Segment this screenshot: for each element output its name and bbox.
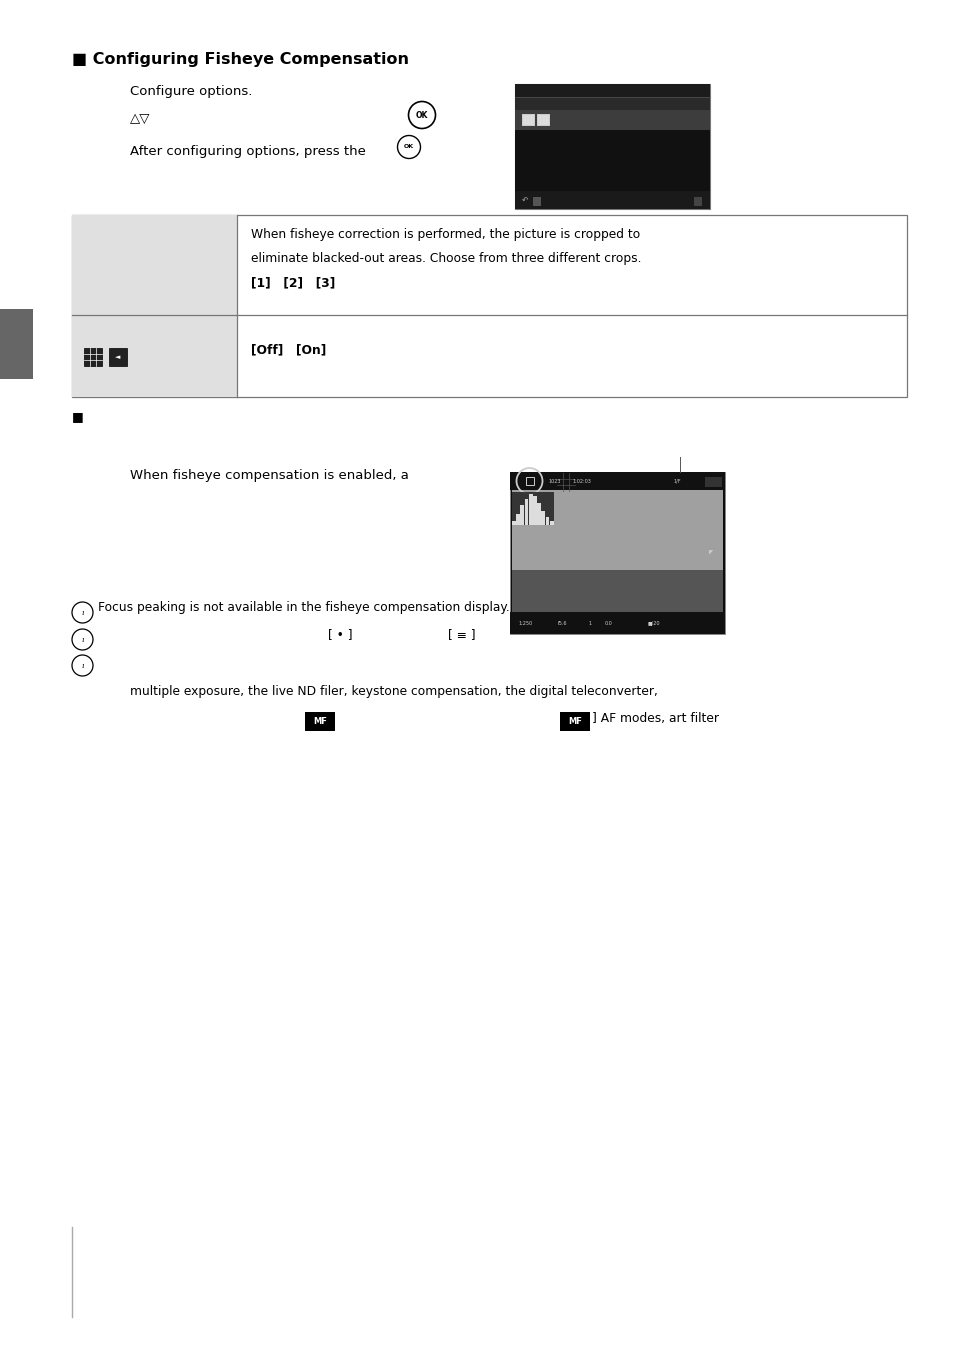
- Bar: [515, 84, 709, 96]
- Bar: [533, 197, 540, 205]
- Text: Focus peaking is not available in the fisheye compensation display.: Focus peaking is not available in the fi…: [98, 601, 509, 613]
- Bar: [545, 517, 549, 525]
- Bar: [516, 514, 519, 525]
- Bar: [559, 712, 589, 730]
- Bar: [537, 114, 550, 126]
- Text: ■/20: ■/20: [647, 620, 659, 626]
- Bar: [524, 498, 528, 525]
- Text: 1023: 1023: [547, 479, 560, 483]
- Bar: [109, 347, 127, 366]
- Bar: [515, 110, 709, 130]
- Bar: [515, 96, 709, 110]
- Bar: [693, 197, 701, 205]
- Text: 1:250: 1:250: [517, 620, 532, 626]
- Bar: [510, 472, 724, 490]
- Text: Configure options.: Configure options.: [130, 85, 253, 98]
- Text: ı: ı: [81, 661, 84, 669]
- Bar: [528, 494, 532, 525]
- Bar: [537, 503, 540, 525]
- Bar: [84, 347, 102, 366]
- Text: MF: MF: [313, 716, 327, 726]
- Bar: [519, 505, 523, 525]
- Bar: [522, 115, 534, 125]
- Bar: [71, 214, 906, 398]
- Text: ◄: ◄: [115, 354, 121, 360]
- FancyBboxPatch shape: [0, 309, 33, 379]
- Text: ı: ı: [81, 608, 84, 616]
- Text: ■ Configuring Fisheye Compensation: ■ Configuring Fisheye Compensation: [71, 52, 409, 66]
- Bar: [305, 712, 335, 730]
- Text: f5.6: f5.6: [558, 620, 567, 626]
- Text: [ ≡ ]: [ ≡ ]: [448, 628, 476, 641]
- Text: MF: MF: [567, 716, 581, 726]
- Text: 1/F: 1/F: [672, 479, 679, 483]
- Bar: [515, 191, 709, 209]
- Bar: [71, 315, 236, 398]
- Text: [ • ]: [ • ]: [328, 628, 353, 641]
- Bar: [537, 115, 548, 125]
- Text: When fisheye compensation is enabled, a: When fisheye compensation is enabled, a: [130, 470, 409, 482]
- Bar: [512, 490, 722, 597]
- Bar: [510, 612, 724, 634]
- Bar: [541, 510, 544, 525]
- Bar: [71, 214, 236, 315]
- Bar: [533, 497, 537, 525]
- Bar: [525, 478, 533, 484]
- Text: 0.0: 0.0: [604, 620, 612, 626]
- Bar: [521, 114, 535, 126]
- Bar: [515, 84, 709, 209]
- Text: After configuring options, press the: After configuring options, press the: [130, 145, 366, 157]
- Bar: [510, 472, 724, 634]
- Text: ı: ı: [81, 635, 84, 643]
- Bar: [549, 521, 553, 525]
- Bar: [512, 521, 516, 525]
- Text: ■: ■: [71, 410, 84, 423]
- Text: When fisheye correction is performed, the picture is cropped to: When fisheye correction is performed, th…: [251, 228, 639, 242]
- Text: △▽: △▽: [130, 113, 151, 125]
- Text: OK: OK: [416, 110, 428, 119]
- Text: multiple exposure, the live ND filer, keystone compensation, the digital telecon: multiple exposure, the live ND filer, ke…: [130, 685, 658, 697]
- Bar: [704, 478, 721, 487]
- Text: ◤: ◤: [708, 551, 712, 555]
- Text: eliminate blacked-out areas. Choose from three different crops.: eliminate blacked-out areas. Choose from…: [251, 252, 640, 265]
- Text: 1: 1: [587, 620, 591, 626]
- Bar: [515, 130, 709, 191]
- Bar: [557, 474, 575, 491]
- Bar: [512, 493, 554, 525]
- Text: 1:02:03: 1:02:03: [572, 479, 590, 483]
- Text: ] AF modes, art filter: ] AF modes, art filter: [592, 712, 719, 725]
- Text: OK: OK: [403, 144, 414, 149]
- Text: [1]   [2]   [3]: [1] [2] [3]: [251, 275, 335, 289]
- Text: ↶: ↶: [521, 195, 528, 205]
- Text: [Off]   [On]: [Off] [On]: [251, 343, 326, 356]
- Bar: [512, 570, 722, 612]
